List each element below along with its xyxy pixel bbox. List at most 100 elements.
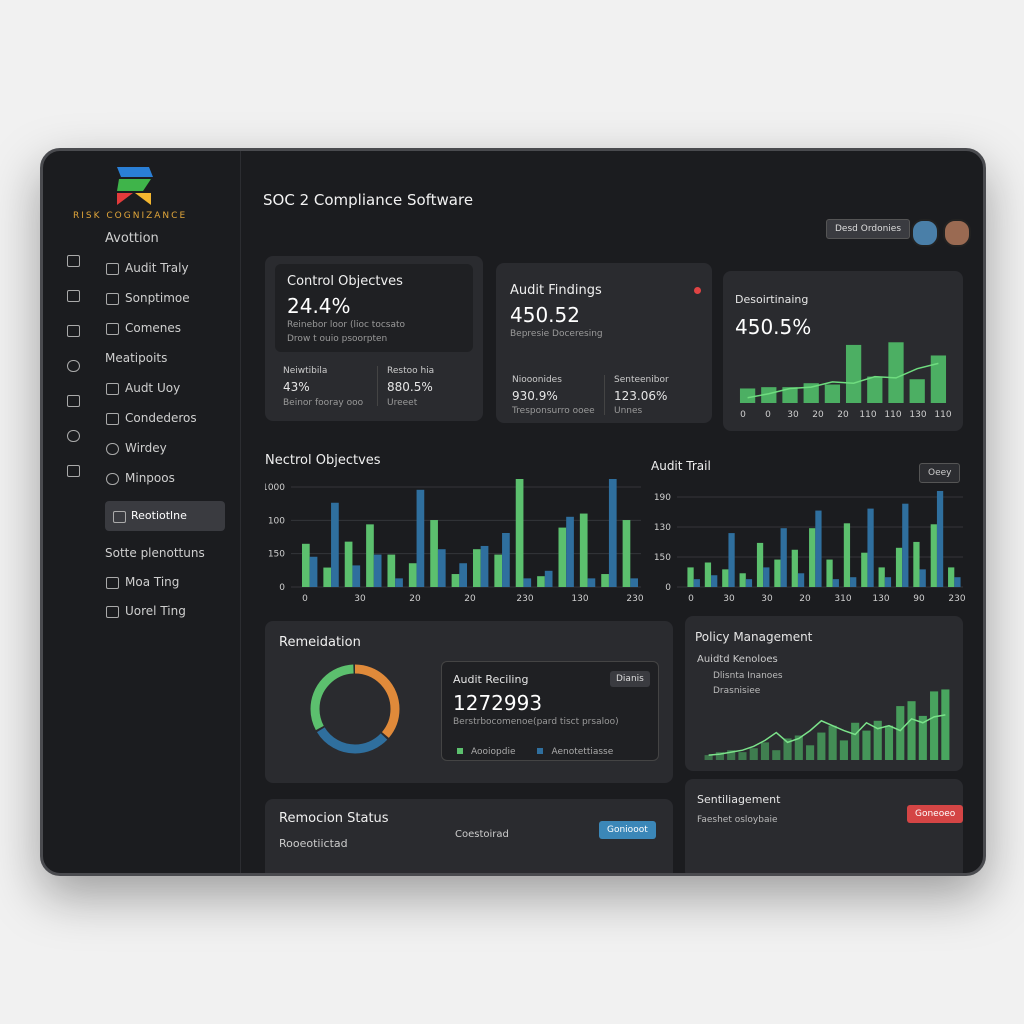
x-axis-label: 110 bbox=[934, 410, 951, 420]
rail-icon[interactable] bbox=[67, 465, 80, 477]
alert-dot bbox=[694, 287, 701, 294]
x-axis-label: 20 bbox=[409, 594, 421, 604]
bar bbox=[373, 554, 382, 587]
card: Sentiliagement Faeshet osloybaie Goneoeo bbox=[685, 779, 964, 873]
rail-icon[interactable] bbox=[67, 360, 80, 372]
bar-chart: 190 130 150 0 0 30 30 20 310 130 90 230 bbox=[654, 490, 966, 604]
bar bbox=[601, 574, 609, 587]
bar bbox=[387, 554, 396, 587]
x-axis-label: 230 bbox=[626, 594, 643, 604]
nav-item[interactable]: Moa Ting bbox=[125, 575, 180, 589]
bar bbox=[301, 543, 310, 587]
card-line: Reinebor loor (lioc tocsato bbox=[287, 320, 406, 330]
bar bbox=[451, 574, 460, 587]
y-axis-label: 190 bbox=[654, 493, 671, 503]
y-axis-label: 1000 bbox=[265, 483, 285, 493]
card-value: 24.4% bbox=[287, 294, 351, 318]
bar bbox=[760, 742, 770, 760]
bar-chart: 1000 100 150 0 0 30 20 20 230 130 230 bbox=[265, 479, 644, 604]
nav-heading: Sotte plenottuns bbox=[105, 546, 205, 560]
y-axis-label: 0 bbox=[665, 583, 671, 593]
card: Desoirtinaing 450.5% 0 0 30 20 20 110 110 130 11… bbox=[723, 271, 963, 431]
bar bbox=[459, 563, 468, 587]
bar bbox=[309, 556, 318, 587]
rail-icon[interactable] bbox=[67, 395, 80, 407]
icon bbox=[113, 511, 126, 523]
x-axis-label: 130 bbox=[571, 594, 588, 604]
bar bbox=[558, 527, 567, 587]
section-title: Audit Trail bbox=[651, 459, 711, 473]
x-axis-label: 310 bbox=[834, 594, 851, 604]
screen: RISK COGNIZANCE Avottion Audit Traly Son… bbox=[40, 148, 986, 876]
nav-item[interactable]: Sonptimoe bbox=[125, 291, 190, 305]
bar bbox=[843, 523, 851, 587]
bar bbox=[862, 730, 871, 760]
legend-swatch bbox=[537, 748, 544, 754]
bar bbox=[954, 577, 961, 587]
nav-item-active[interactable]: Reotiotlne bbox=[131, 509, 187, 522]
nav-item[interactable]: Condederos bbox=[125, 411, 197, 425]
y-axis-label: 130 bbox=[654, 523, 671, 533]
stat-value: 123.06% bbox=[614, 389, 668, 403]
bar bbox=[794, 735, 803, 760]
bar bbox=[895, 547, 903, 587]
icon bbox=[106, 473, 119, 485]
status-button[interactable]: Goniooot bbox=[599, 821, 656, 839]
bar bbox=[867, 376, 883, 403]
header-button[interactable]: Desd Ordonies bbox=[826, 219, 911, 239]
dropdown[interactable]: Oeey bbox=[919, 463, 961, 483]
bar bbox=[913, 541, 920, 587]
bar bbox=[515, 479, 524, 587]
stat-label: Senteenibor bbox=[614, 375, 669, 385]
bar bbox=[437, 549, 446, 587]
bar bbox=[352, 565, 361, 587]
card-text: Rooeotiictad bbox=[279, 837, 348, 850]
bar bbox=[817, 732, 826, 760]
stat-note: Tresponsurro ooee bbox=[512, 406, 595, 416]
nav-item[interactable]: Audt Uoy bbox=[125, 381, 181, 395]
rail-icon[interactable] bbox=[67, 430, 80, 442]
card: Audit Findings 450.52 Bepresie Doceresin… bbox=[496, 263, 712, 423]
rail-icon[interactable] bbox=[67, 290, 80, 302]
card: Remeidation Audit Reciling Dianis 127299… bbox=[265, 621, 673, 783]
donut-segment bbox=[310, 664, 400, 754]
card-title: Control Objectves bbox=[287, 274, 403, 289]
bar bbox=[930, 355, 947, 403]
stat-value: 880.5% bbox=[387, 380, 433, 394]
x-axis-label: 30 bbox=[723, 594, 735, 604]
avatar[interactable] bbox=[911, 219, 939, 247]
card: Control Objectves 24.4% Reinebor loor (l… bbox=[265, 256, 483, 421]
x-axis-label: 20 bbox=[812, 410, 824, 420]
bar bbox=[815, 510, 822, 587]
bar bbox=[873, 720, 882, 760]
card-text: Coestoirad bbox=[455, 829, 509, 840]
nav-item[interactable]: Audit Traly bbox=[125, 261, 189, 275]
bar bbox=[909, 379, 925, 403]
card-subtitle: Auidtd Kenoloes bbox=[697, 654, 778, 665]
trend-line bbox=[708, 714, 946, 756]
stat-note: Ureeet bbox=[387, 398, 418, 408]
alert-button[interactable]: Goneoeo bbox=[907, 805, 964, 823]
card-title: Remocion Status bbox=[279, 811, 389, 826]
nav-item[interactable]: Uorel Ting bbox=[125, 604, 186, 618]
avatar[interactable] bbox=[943, 219, 971, 247]
bar bbox=[809, 528, 816, 587]
bar bbox=[523, 578, 532, 587]
policy-chart bbox=[704, 689, 950, 760]
panel-button[interactable]: Dianis bbox=[610, 671, 650, 687]
nav-item[interactable]: Minpoos bbox=[125, 471, 175, 485]
nav-item[interactable]: Comenes bbox=[125, 321, 182, 335]
bar bbox=[828, 725, 837, 760]
nav-item[interactable]: Wirdey bbox=[125, 441, 167, 455]
list-item: Dlisnta Inanoes bbox=[713, 671, 783, 681]
rail-icon[interactable] bbox=[67, 255, 80, 267]
legend-label: Aooiopdie bbox=[471, 747, 516, 757]
rail-icon[interactable] bbox=[67, 325, 80, 337]
mini-chart: 0 0 30 20 20 110 110 130 110 bbox=[739, 342, 952, 420]
bar bbox=[739, 573, 746, 587]
bar bbox=[907, 701, 916, 760]
bar bbox=[780, 528, 787, 587]
stat-value: 43% bbox=[283, 380, 310, 394]
stat-label: Neiwtibila bbox=[283, 366, 328, 376]
card: Policy Management Auidtd Kenoloes Dlisnt… bbox=[685, 616, 963, 771]
